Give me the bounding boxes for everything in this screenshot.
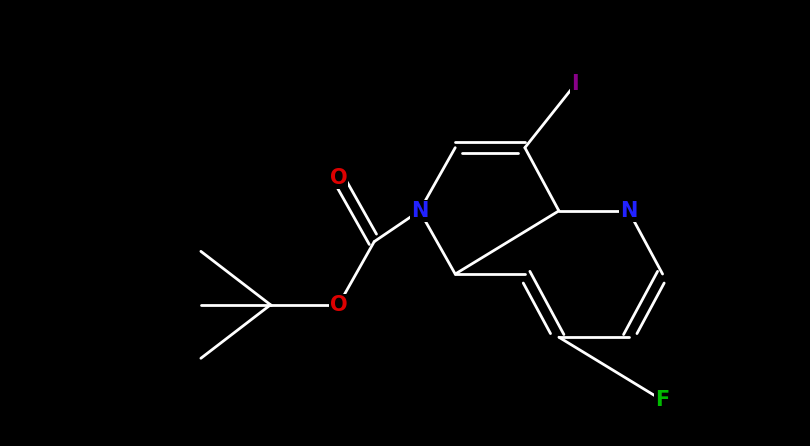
Text: N: N: [411, 201, 428, 221]
Text: I: I: [571, 74, 579, 95]
Text: F: F: [655, 390, 670, 410]
Text: N: N: [620, 201, 637, 221]
Text: O: O: [330, 169, 347, 189]
Text: O: O: [330, 295, 347, 315]
